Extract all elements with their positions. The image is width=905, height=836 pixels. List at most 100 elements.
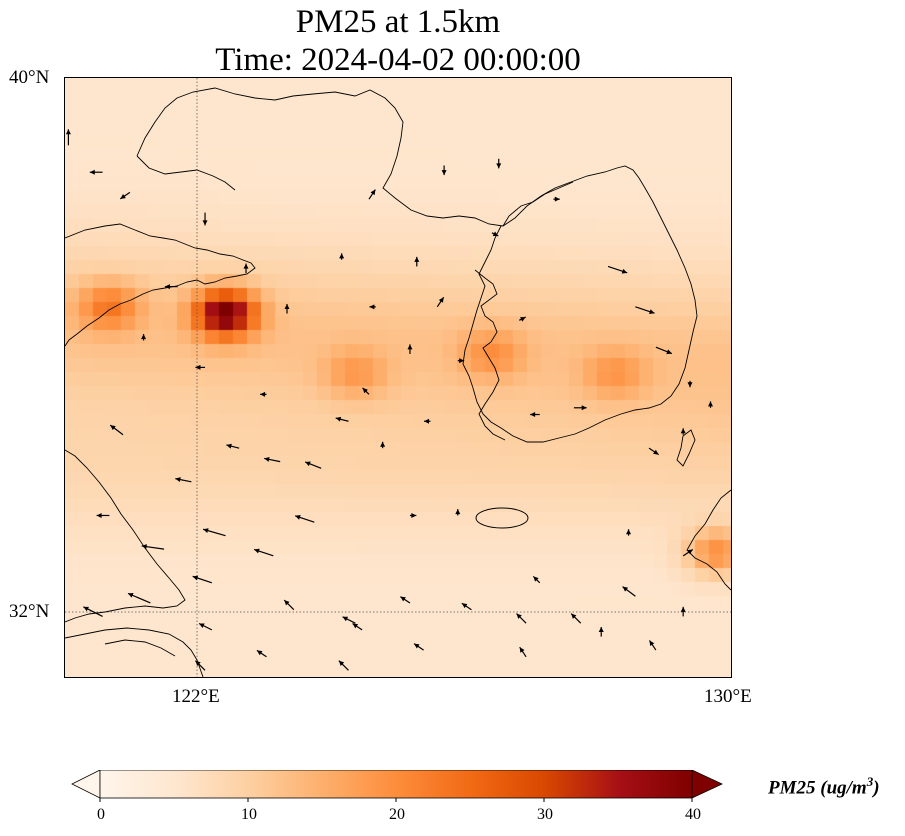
wind-arrow-head <box>195 364 201 370</box>
wind-arrow-head <box>256 650 263 656</box>
colorbar-label-close: ) <box>873 777 880 799</box>
coastline-yangtze <box>65 627 204 677</box>
lon-label-130: 130°E <box>704 686 752 707</box>
wind-arrow-head <box>581 405 587 411</box>
wind-arrow-head <box>89 169 95 175</box>
wind-arrow-head <box>400 596 406 602</box>
wind-arrow-head <box>461 603 468 609</box>
wind-arrow-head <box>335 416 342 422</box>
wind-arrow-head <box>653 449 659 455</box>
wind-vectors <box>65 129 714 671</box>
wind-arrow-head <box>192 575 199 581</box>
wind-arrow-head <box>438 297 444 303</box>
wind-arrow-head <box>120 193 126 199</box>
wind-arrow-head <box>622 586 629 592</box>
wind-arrow-head <box>380 441 386 447</box>
wind-arrow-head <box>164 284 170 290</box>
colorbar-tick-20: 20 <box>389 806 405 823</box>
wind-arrow-head <box>520 317 526 322</box>
wind-arrow-head <box>284 600 290 606</box>
colorbar-tick-0: 0 <box>97 806 105 823</box>
wind-arrow-head <box>202 220 208 226</box>
lat-label-40: 40°N <box>9 67 50 88</box>
wind-arrow-head <box>496 163 502 169</box>
coastline-kyushu <box>686 489 731 591</box>
wind-arrow-head <box>680 606 686 612</box>
wind-arrow-head <box>571 613 577 619</box>
coastline-north-korea <box>502 181 574 227</box>
wind-arrow-head <box>175 477 181 483</box>
colorbar-max-extend <box>691 770 723 799</box>
wind-arrow-head <box>492 231 499 236</box>
wind-arrow-head <box>243 263 249 269</box>
wind-arrow-head <box>519 647 525 653</box>
coastline-liaodong <box>136 87 698 443</box>
wind-arrow-head <box>199 623 205 628</box>
wind-arrow-head <box>342 616 349 622</box>
wind-arrow-head <box>666 349 672 355</box>
wind-arrow-head <box>83 606 89 612</box>
wind-arrow-head <box>295 515 301 520</box>
coastline-china-north <box>65 223 256 347</box>
wind-arrow-head <box>708 401 714 407</box>
wind-arrow-head <box>339 253 345 259</box>
coastline-yangtze-2 <box>104 639 176 657</box>
wind-arrow-head <box>260 391 266 397</box>
wind-arrow-head <box>203 528 209 534</box>
coastline-china-east <box>65 449 186 623</box>
wind-arrow-head <box>226 443 232 449</box>
wind-arrow-head <box>96 512 102 518</box>
colorbar-gradient <box>99 770 693 799</box>
wind-arrow-head <box>407 344 413 350</box>
colorbar-label-text: PM25 (ug/m <box>768 777 867 799</box>
wind-arrow-head <box>441 170 447 176</box>
wind-arrow-head <box>369 304 375 310</box>
wind-arrow-head <box>264 456 270 462</box>
wind-arrow-head <box>411 512 417 518</box>
colorbar-label-sup: 3 <box>866 774 874 789</box>
colorbar-min-extend <box>71 770 101 799</box>
colorbar-tick-40: 40 <box>685 806 701 823</box>
colorbar-tick-30: 30 <box>537 806 553 823</box>
wind-arrow-head <box>687 549 693 555</box>
wind-arrow-head <box>554 196 560 202</box>
wind-arrow-head <box>141 544 147 550</box>
wind-arrow-head <box>110 425 116 431</box>
tsushima-island <box>676 429 696 467</box>
wind-arrow-head <box>533 576 539 582</box>
wind-arrow-head <box>352 623 359 629</box>
coastline-bohai <box>136 155 236 191</box>
wind-arrow-head <box>649 640 655 647</box>
wind-arrow-head <box>284 303 290 309</box>
wind-arrow-head <box>687 382 693 388</box>
colorbar <box>71 770 723 802</box>
jeju-island <box>475 507 529 529</box>
wind-arrow-head <box>516 613 522 619</box>
wind-arrow-head <box>65 129 71 135</box>
colorbar-label: PM25 (ug/m3) <box>768 774 880 799</box>
wind-arrow-head <box>680 428 686 434</box>
lon-label-122: 122°E <box>172 686 220 707</box>
map-title: PM25 at 1.5km <box>295 4 501 40</box>
wind-arrow-head <box>195 660 201 666</box>
coastlines <box>65 87 731 677</box>
map-subtitle-time: Time: 2024-04-02 00:00:00 <box>215 42 581 78</box>
wind-arrow-head <box>459 358 465 364</box>
colorbar-tick-10: 10 <box>241 806 257 823</box>
map-overlay <box>65 78 731 677</box>
wind-arrow-head <box>414 643 420 649</box>
wind-arrow-head <box>338 660 345 666</box>
wind-arrow-head <box>141 334 147 340</box>
wind-arrow-head <box>598 627 604 633</box>
wind-arrow-head <box>455 509 461 515</box>
lat-label-32: 32°N <box>9 601 50 622</box>
wind-arrow-head <box>649 309 655 315</box>
map-panel <box>65 78 731 677</box>
coastline-korea-west <box>474 269 506 441</box>
wind-arrow-head <box>127 593 134 598</box>
wind-arrow-head <box>305 461 311 467</box>
wind-arrow-head <box>626 529 632 535</box>
wind-arrow-head <box>370 189 376 196</box>
pm25-field <box>65 78 731 677</box>
wind-arrow-head <box>621 268 628 274</box>
